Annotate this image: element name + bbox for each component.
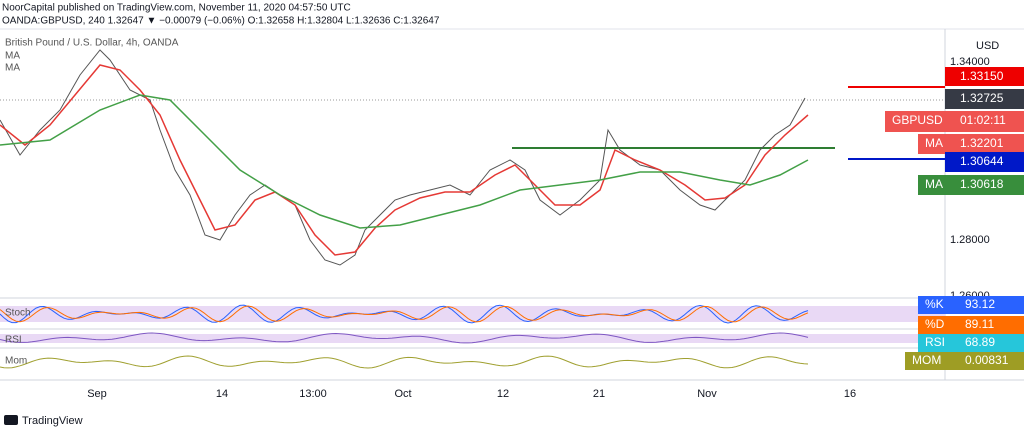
time-tick: 14 — [216, 388, 228, 400]
slow-ma — [0, 94, 809, 229]
price-label — [918, 134, 1024, 154]
rsi-line — [0, 332, 809, 344]
legend-ma: MA — [5, 63, 20, 74]
rsi-band — [0, 334, 945, 343]
publisher: NoorCapital published on TradingView.com… — [2, 3, 351, 14]
price-tick: 1.28000 — [950, 234, 990, 246]
time-tick: Sep — [87, 388, 107, 400]
logo — [4, 415, 18, 425]
price-label — [945, 89, 1024, 109]
time-tick: Nov — [697, 388, 717, 400]
indicator-name: %D — [925, 317, 945, 331]
fast-ma — [0, 64, 809, 256]
indicator-tag — [918, 316, 1024, 334]
price-label-text: 1.30618 — [960, 177, 1004, 191]
indicator-value: 93.12 — [965, 297, 995, 311]
time-tick: 21 — [593, 388, 605, 400]
price-label — [885, 111, 1024, 132]
price-label-text: 1.30644 — [960, 154, 1004, 168]
price-label-text: 01:02:11 — [960, 113, 1006, 127]
price-label-text: 1.33150 — [960, 69, 1004, 83]
time-tick: 16 — [844, 388, 856, 400]
price-label-text: 1.32201 — [960, 136, 1004, 150]
time-tick: 13:00 — [299, 388, 327, 400]
price-label-name: GBPUSD — [892, 113, 943, 127]
indicator-label: RSI — [5, 335, 22, 346]
price-label — [945, 67, 1024, 86]
legend-title: British Pound / U.S. Dollar, 4h, OANDA — [5, 38, 179, 49]
indicator-name: RSI — [925, 335, 945, 349]
stoch-band — [0, 306, 945, 322]
price-label-name: MA — [925, 136, 943, 150]
legend-ma: MA — [5, 51, 20, 62]
indicator-tag — [918, 334, 1024, 352]
indicator-name: MOM — [912, 353, 941, 367]
mom-line — [0, 355, 809, 369]
indicator-tag — [918, 296, 1024, 314]
currency: USD — [976, 40, 999, 52]
indicator-label: Mom — [5, 356, 27, 367]
price-label-text: 1.32725 — [960, 91, 1004, 105]
price-label — [918, 175, 1024, 195]
price-tick: 1.34000 — [950, 56, 990, 68]
indicator-tag — [905, 352, 1024, 370]
indicator-value: 68.89 — [965, 335, 995, 349]
time-tick: Oct — [394, 388, 411, 400]
stoch-d — [0, 305, 809, 323]
footer: TradingView — [22, 415, 83, 427]
price-label-name: MA — [925, 177, 943, 191]
indicator-value: 89.11 — [965, 317, 994, 331]
symbol-line: OANDA:GBPUSD, 240 1.32647 ▼ −0.00079 (−0… — [2, 16, 440, 27]
indicator-name: %K — [925, 297, 944, 311]
price-label — [945, 152, 1024, 172]
indicator-value: 0.00831 — [965, 353, 1009, 367]
indicator-label: Stoch — [5, 308, 31, 319]
time-tick: 12 — [497, 388, 509, 400]
